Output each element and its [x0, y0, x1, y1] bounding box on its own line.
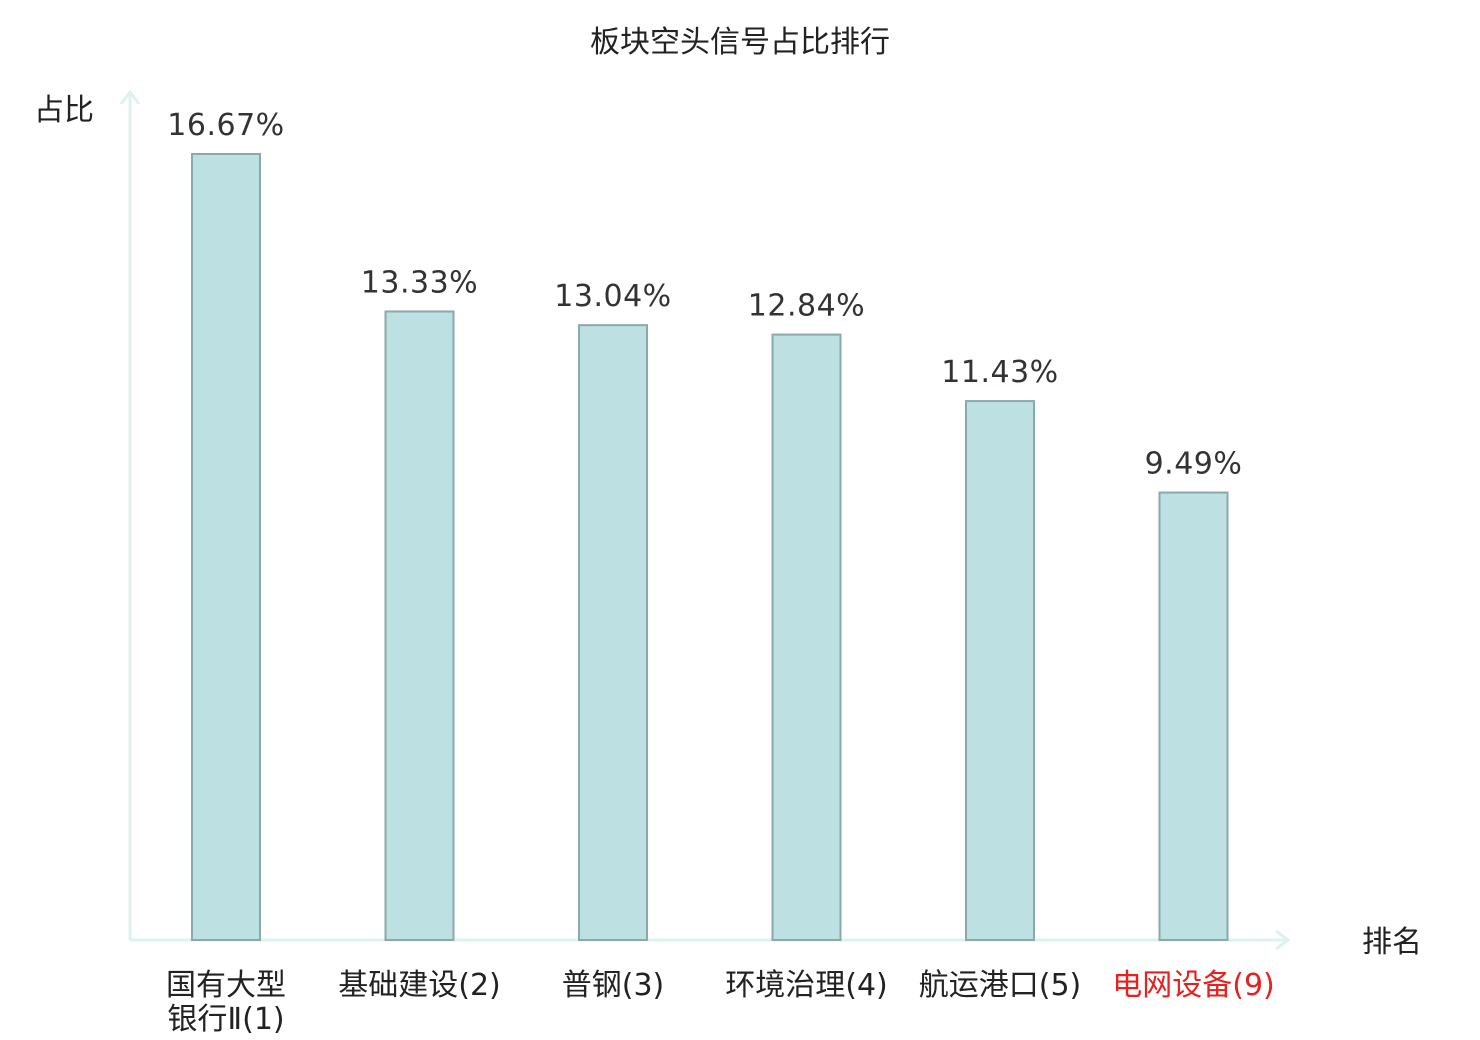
x-axis-arrow-icon [1275, 929, 1291, 951]
y-axis-label: 占比 [34, 93, 94, 128]
value-labels-group: 16.67% 13.33% 13.04% 12.84% 11.43% 9.49% [167, 108, 1242, 482]
bar [1158, 491, 1229, 941]
bar [191, 153, 261, 941]
value-label: 13.33% [361, 265, 478, 300]
bar [965, 400, 1035, 942]
bar [771, 333, 842, 941]
category-labels-group: 国有大型银行Ⅱ(1) 基础建设(2) 普钢(3) 环境治理(4) 航运港口(5) 电网设备… [166, 968, 1275, 1037]
category-label: 国有大型银行Ⅱ(1) [166, 968, 286, 1037]
category-label: 电网设备(9) [1112, 968, 1275, 1003]
x-axis-label: 排名 [1362, 925, 1422, 960]
value-label: 9.49% [1145, 447, 1243, 482]
value-label: 16.67% [167, 108, 284, 143]
chart-title: 板块空头信号占比排行 [590, 25, 890, 60]
value-label: 13.04% [554, 279, 671, 314]
bar [578, 324, 648, 941]
bar [384, 310, 455, 941]
axes [119, 89, 1291, 951]
bars-group [191, 153, 1229, 942]
value-label: 12.84% [748, 289, 865, 324]
value-label: 11.43% [941, 355, 1058, 390]
category-label: 基础建设(2) [338, 968, 501, 1003]
category-label: 航运港口(5) [919, 968, 1082, 1003]
category-label: 普钢(3) [562, 968, 665, 1003]
y-axis-arrow-icon [119, 89, 141, 105]
category-label: 环境治理(4) [725, 968, 888, 1003]
